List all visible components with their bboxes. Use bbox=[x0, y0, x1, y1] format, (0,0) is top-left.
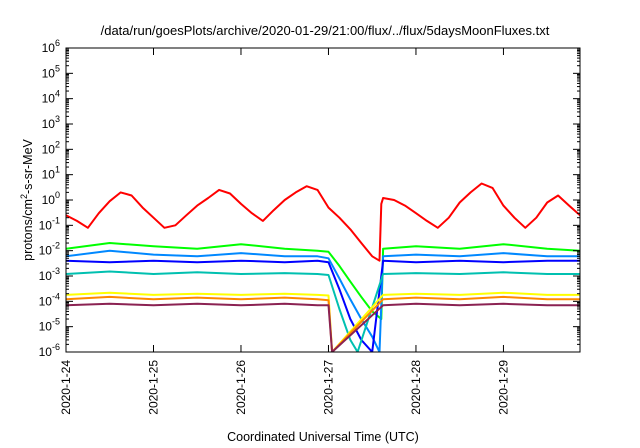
y-tick-label: 105 bbox=[42, 63, 60, 80]
x-tick-label: 2020-1-27 bbox=[322, 360, 336, 415]
series-line-8 bbox=[66, 302, 580, 352]
series-line-7 bbox=[66, 295, 580, 352]
x-tick-label: 2020-1-29 bbox=[496, 360, 510, 415]
x-axis-label: Coordinated Universal Time (UTC) bbox=[227, 430, 419, 444]
y-tick-label: 10-1 bbox=[39, 215, 60, 232]
series-line-3 bbox=[66, 249, 580, 352]
series-line-5 bbox=[66, 270, 580, 352]
x-tick-label: 2020-1-24 bbox=[59, 360, 73, 415]
x-tick-label: 2020-1-25 bbox=[147, 360, 161, 415]
y-tick-label: 10-5 bbox=[39, 317, 60, 334]
y-axis-label-prefix: protons/cm bbox=[21, 199, 35, 261]
x-tick-label: 2020-1-28 bbox=[409, 360, 423, 415]
y-axis-label-suffix: -s-sr-MeV bbox=[21, 138, 35, 194]
y-axis: 10-6 10-5 10-4 10-3 10-2 10-1 100 101 102 103 104 1… bbox=[39, 38, 580, 359]
y-tick-label: 10-4 bbox=[39, 291, 60, 308]
x-tick-label: 2020-1-26 bbox=[234, 360, 248, 415]
y-tick-label: 101 bbox=[42, 165, 60, 182]
series-line-2 bbox=[66, 242, 580, 320]
y-axis-label-superscript: 2 bbox=[19, 194, 29, 199]
y-tick-label: 102 bbox=[42, 139, 60, 156]
y-tick-label: 100 bbox=[42, 190, 60, 207]
x-axis: 2020-1-24 2020-1-25 2020-1-26 2020-1-27 2020… bbox=[59, 48, 510, 415]
y-axis-label: protons/cm2-s-sr-MeV bbox=[19, 138, 35, 260]
y-tick-label: 10-3 bbox=[39, 266, 60, 283]
y-tick-label: 106 bbox=[42, 38, 60, 55]
series-layer bbox=[66, 182, 580, 352]
series-line-1 bbox=[66, 182, 580, 262]
chart-title: /data/run/goesPlots/archive/2020-01-29/2… bbox=[101, 23, 550, 38]
y-tick-label: 10-2 bbox=[39, 241, 60, 258]
y-tick-label: 10-6 bbox=[39, 342, 60, 359]
y-tick-label: 104 bbox=[42, 89, 60, 106]
y-tick-label: 103 bbox=[42, 114, 60, 131]
series-line-6 bbox=[66, 291, 580, 352]
series-line-4 bbox=[66, 259, 580, 352]
